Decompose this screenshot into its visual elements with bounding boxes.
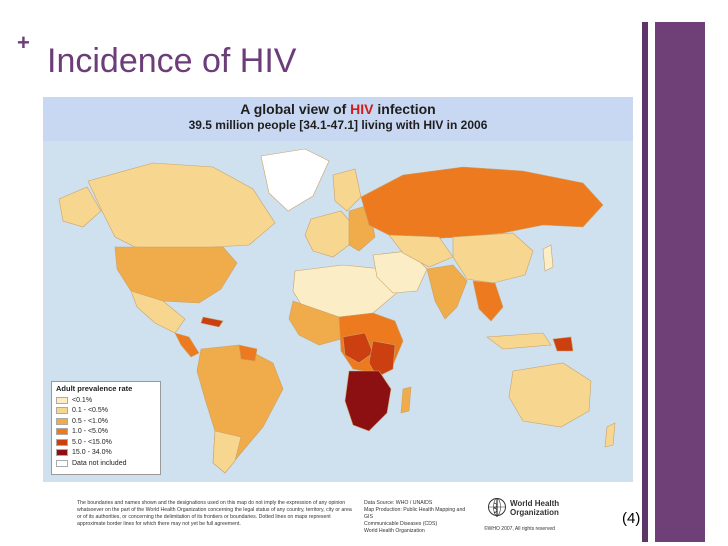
map-legend: Adult prevalence rate <0.1% 0.1 - <0.5% 0.… xyxy=(51,381,161,475)
region-russia xyxy=(360,166,604,240)
legend-swatch xyxy=(56,396,68,404)
region-alaska xyxy=(58,186,102,228)
map-subtitle: 39.5 million people [34.1-47.1] living w… xyxy=(188,118,488,132)
region-australia xyxy=(508,362,592,428)
legend-swatch xyxy=(56,438,68,446)
region-western-europe xyxy=(304,210,354,258)
legend-item: 0.5 - <1.0% xyxy=(56,416,156,427)
region-japan xyxy=(542,244,554,272)
decor-bar-thin xyxy=(642,22,648,542)
legend-swatch xyxy=(56,407,68,415)
region-india xyxy=(426,264,468,320)
region-southern-cone xyxy=(212,430,242,474)
region-scandinavia xyxy=(332,168,362,212)
map-title-highlight: HIV xyxy=(350,101,374,117)
region-caribbean xyxy=(200,316,224,328)
region-east-africa-high xyxy=(368,340,396,378)
region-south-america xyxy=(196,344,284,474)
legend-item: 15.0 - 34.0% xyxy=(56,448,156,459)
region-new-zealand xyxy=(604,422,616,448)
legend-label: <0.1% xyxy=(72,396,93,404)
hiv-world-map: A global view of HIV infection 39.5 mill… xyxy=(43,97,633,482)
decor-bar-thick xyxy=(655,22,705,542)
region-usa xyxy=(114,246,238,304)
region-greenland xyxy=(260,148,330,212)
footer-disclaimer: The boundaries and names shown and the d… xyxy=(77,500,352,527)
region-madagascar xyxy=(400,386,412,414)
slide-title: Incidence of HIV xyxy=(47,42,297,80)
region-central-america xyxy=(174,332,200,358)
legend-item: Data not included xyxy=(56,458,156,469)
region-central-africa-high xyxy=(342,332,374,364)
region-southeast-asia xyxy=(472,280,504,322)
legend-label: 0.1 - <0.5% xyxy=(72,407,108,415)
map-title: A global view of HIV infection xyxy=(240,101,436,117)
legend-swatch xyxy=(56,449,68,457)
region-canada xyxy=(87,162,276,250)
plus-bullet: + xyxy=(17,30,30,55)
who-emblem-icon xyxy=(488,498,506,517)
legend-label: 5.0 - <15.0% xyxy=(72,438,112,446)
who-copyright: ©WHO 2007, All rights reserved xyxy=(484,526,555,532)
region-southern-africa xyxy=(344,370,392,432)
legend-item: 5.0 - <15.0% xyxy=(56,437,156,448)
legend-label: 15.0 - 34.0% xyxy=(72,449,112,457)
map-header: A global view of HIV infection 39.5 mill… xyxy=(43,97,633,141)
legend-item: 1.0 - <5.0% xyxy=(56,427,156,438)
legend-label: 0.5 - <1.0% xyxy=(72,417,108,425)
footer-source: Data Source: WHO / UNAIDS Map Production… xyxy=(364,500,466,534)
legend-swatch xyxy=(56,417,68,425)
region-central-asia xyxy=(388,234,454,268)
region-indonesia xyxy=(486,332,552,350)
region-papua-new-guinea xyxy=(552,336,574,352)
legend-label: Data not included xyxy=(72,459,127,467)
citation-reference: (4) xyxy=(622,510,641,527)
legend-label: 1.0 - <5.0% xyxy=(72,428,108,436)
world-map-graphic xyxy=(58,148,616,474)
region-china xyxy=(452,232,534,284)
legend-swatch xyxy=(56,459,68,467)
legend-item: 0.1 - <0.5% xyxy=(56,406,156,417)
region-guyana xyxy=(238,344,258,362)
who-name: World Health Organization xyxy=(510,499,560,517)
legend-title: Adult prevalence rate xyxy=(56,384,133,393)
legend-swatch xyxy=(56,428,68,436)
legend-item: <0.1% xyxy=(56,395,156,406)
